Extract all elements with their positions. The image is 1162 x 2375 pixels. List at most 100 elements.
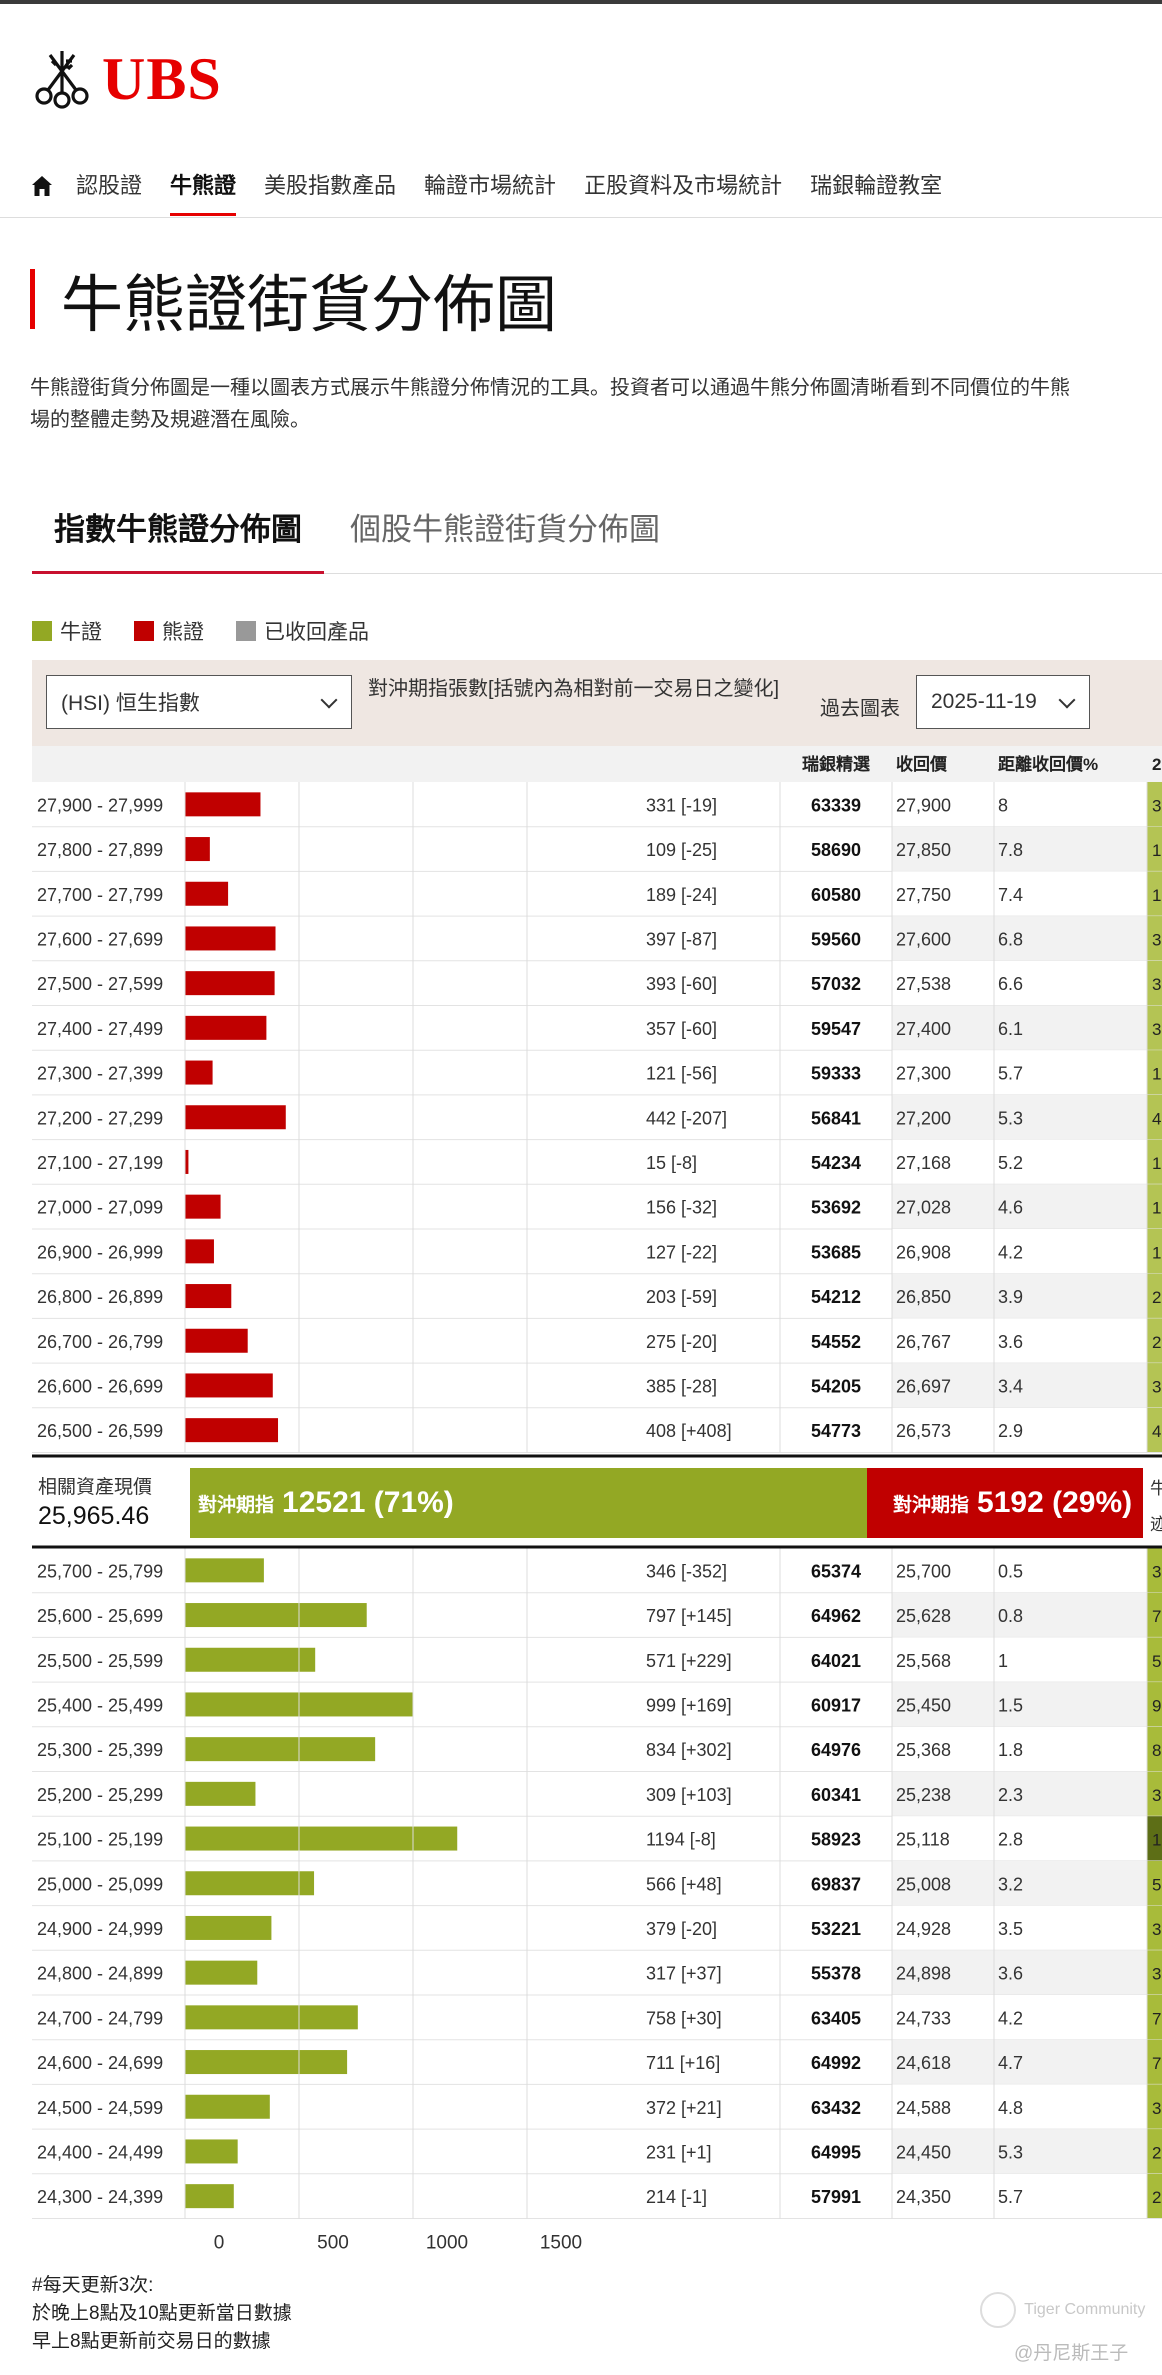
header-pick: 瑞銀精選 <box>802 754 870 774</box>
bull-extra-cell <box>1147 1860 1162 1906</box>
bull-extra-cell <box>1147 1726 1162 1772</box>
home-icon[interactable] <box>30 174 54 198</box>
bear-range-label: 27,300 - 27,399 <box>37 1064 163 1084</box>
bull-bar <box>185 1871 315 1896</box>
tab-index-cbbc[interactable]: 指數牛熊證分佈圖 <box>32 500 324 574</box>
bear-range-label: 26,700 - 26,799 <box>37 1332 163 1352</box>
nav-item-stock-data[interactable]: 正股資料及市場統計 <box>584 173 783 198</box>
brand-name: UBS <box>102 45 222 112</box>
bear-call-price: 26,850 <box>896 1287 951 1307</box>
nav-item-education[interactable]: 瑞銀輪證教室 <box>810 173 943 198</box>
bull-call-price: 24,898 <box>896 1964 951 1984</box>
bull-row-bg <box>892 2084 1147 2130</box>
underlying-select[interactable]: (HSI) 恒生指數 <box>46 675 352 729</box>
bear-call-price: 26,697 <box>896 1376 951 1396</box>
bear-value-label: 397 [-87] <box>646 929 717 949</box>
bull-value-label: 999 [+169] <box>646 1695 732 1715</box>
bear-call-price: 27,028 <box>896 1198 951 1218</box>
legend-recalled: 已收回產品 <box>236 616 369 646</box>
update-notes: #每天更新3次: 於晚上8點及10點更新當日數據 早上8點更新前交易日的數據 <box>32 2272 292 2356</box>
chart-legend: 牛證 熊證 已收回產品 <box>32 616 401 646</box>
bear-call-price: 26,908 <box>896 1242 951 1262</box>
bull-value-label: 346 [-352] <box>646 1561 727 1581</box>
legend-label-bull: 牛證 <box>60 621 102 644</box>
bear-extra-cell <box>1147 1184 1162 1229</box>
bull-value-label: 834 [+302] <box>646 1740 732 1760</box>
bear-distance: 3.9 <box>998 1287 1023 1307</box>
bull-pick: 64992 <box>811 2053 861 2073</box>
bull-pick: 63405 <box>811 2008 861 2028</box>
bull-row-bg <box>892 2129 1147 2174</box>
bull-pick: 65374 <box>811 1561 861 1581</box>
bull-row-bg <box>892 1637 1147 1683</box>
bear-distance: 5.7 <box>998 1064 1023 1084</box>
bear-range-label: 27,500 - 27,599 <box>37 974 163 994</box>
bear-row-bg <box>892 1139 1147 1185</box>
bear-value-label: 121 [-56] <box>646 1064 717 1084</box>
bull-extra-cell <box>1147 2084 1162 2130</box>
bear-pick: 54205 <box>811 1376 861 1396</box>
bull-pick: 64021 <box>811 1651 861 1671</box>
x-tick-label: 0 <box>214 2233 225 2254</box>
bull-call-price: 25,628 <box>896 1606 951 1626</box>
bear-distance: 6.8 <box>998 929 1023 949</box>
bull-distance: 4.8 <box>998 2098 1023 2118</box>
bear-pick: 54234 <box>811 1153 861 1173</box>
bear-value-label: 357 [-60] <box>646 1019 717 1039</box>
bull-value-label: 571 [+229] <box>646 1651 732 1671</box>
bull-row-bg <box>892 1726 1147 1772</box>
bull-extra-cell <box>1147 2173 1162 2219</box>
bear-bar <box>185 1015 267 1040</box>
bear-row-bg <box>892 1363 1147 1408</box>
bear-bar <box>185 1373 273 1398</box>
bear-range-label: 27,700 - 27,799 <box>37 885 163 905</box>
bear-pick: 60580 <box>811 885 861 905</box>
bear-bar <box>185 792 261 817</box>
bull-value-label: 231 [+1] <box>646 2142 712 2162</box>
past-chart-label: 過去圖表 <box>820 698 900 720</box>
bear-pick: 56841 <box>811 1108 861 1128</box>
bear-pick: 57032 <box>811 974 861 994</box>
bull-call-price: 24,928 <box>896 1919 951 1939</box>
bull-extra-cell <box>1147 1592 1162 1638</box>
page-intro: 牛熊證街貨分佈圖是一種以圖表方式展示牛熊證分佈情況的工具。投資者可以通過牛熊分佈… <box>30 372 1162 436</box>
bull-call-price: 25,118 <box>896 1830 950 1850</box>
bull-range-label: 24,300 - 24,399 <box>37 2187 163 2207</box>
summary-right-top: 牛 <box>1150 1479 1162 1498</box>
bull-call-price: 25,700 <box>896 1561 951 1581</box>
bull-extra: 8 <box>1152 1741 1161 1760</box>
bear-extra-cell <box>1147 1005 1162 1051</box>
bear-row-bg <box>892 782 1147 827</box>
bear-value-label: 385 [-28] <box>646 1376 717 1396</box>
bull-row-bg <box>892 2173 1147 2219</box>
asset-price-value: 25,965.46 <box>38 1502 150 1530</box>
bull-bar <box>185 1960 258 1985</box>
legend-swatch-recalled <box>236 621 256 641</box>
bear-extra-cell <box>1147 826 1162 872</box>
chart-controls: (HSI) 恒生指數 對沖期指張數[括號內為相對前一交易日之變化] 過去圖表 2… <box>32 660 1162 746</box>
bull-extra-cell <box>1147 2129 1162 2174</box>
bull-row-bg <box>892 1682 1147 1727</box>
bear-extra: 1 <box>1152 1154 1161 1173</box>
tab-stock-cbbc[interactable]: 個股牛熊證街貨分佈圖 <box>350 512 660 547</box>
bull-call-price: 25,238 <box>896 1785 951 1805</box>
nav-item-cbbc[interactable]: 牛熊證 <box>170 166 237 216</box>
bull-bar <box>185 1558 264 1583</box>
nav-item-warrants[interactable]: 認股證 <box>76 173 143 198</box>
bear-bar <box>185 1105 286 1130</box>
bear-distance: 4.6 <box>998 1198 1023 1218</box>
watermark-brand: Tiger Community <box>980 2292 1145 2328</box>
nav-item-market-stats[interactable]: 輪證市場統計 <box>424 173 557 198</box>
bull-distance: 3.6 <box>998 1964 1023 1984</box>
bull-extra: 3 <box>1152 1920 1161 1939</box>
bull-range-label: 24,800 - 24,899 <box>37 1964 163 1984</box>
bull-value-label: 711 [+16] <box>646 2053 720 2073</box>
asset-price-label: 相關資產現價 <box>38 1477 153 1498</box>
nav-item-us-index[interactable]: 美股指數產品 <box>264 173 397 198</box>
bull-extra: 3 <box>1152 1965 1161 1984</box>
date-select[interactable]: 2025-11-19 <box>916 675 1090 729</box>
bull-bar <box>185 2005 358 2030</box>
ubs-logo[interactable]: UBS <box>30 44 222 114</box>
bear-pick: 54773 <box>811 1421 861 1441</box>
bear-pick: 53692 <box>811 1198 861 1218</box>
